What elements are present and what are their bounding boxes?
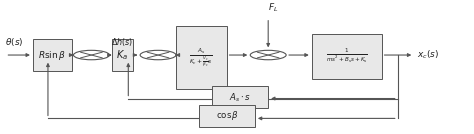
Text: $K_a$: $K_a$ xyxy=(116,48,128,62)
Text: $x_c(s)$: $x_c(s)$ xyxy=(417,49,439,61)
Text: $\theta(s)$: $\theta(s)$ xyxy=(5,36,24,48)
Circle shape xyxy=(140,50,176,60)
FancyBboxPatch shape xyxy=(312,34,382,79)
FancyBboxPatch shape xyxy=(212,86,268,108)
FancyBboxPatch shape xyxy=(33,39,72,71)
Text: $F_L$: $F_L$ xyxy=(268,1,278,14)
Circle shape xyxy=(73,50,109,60)
FancyBboxPatch shape xyxy=(112,39,133,71)
Text: $A_s\cdot s$: $A_s\cdot s$ xyxy=(229,91,251,104)
Text: $\frac{A_s}{K_c+\frac{V_c}{\beta_c}s}$: $\frac{A_s}{K_c+\frac{V_c}{\beta_c}s}$ xyxy=(189,46,213,69)
FancyBboxPatch shape xyxy=(175,26,227,89)
Text: $\Delta h(s)$: $\Delta h(s)$ xyxy=(111,36,134,48)
FancyBboxPatch shape xyxy=(199,105,255,127)
Text: $\frac{1}{ms^2+B_s s+K_s}$: $\frac{1}{ms^2+B_s s+K_s}$ xyxy=(326,47,368,65)
Text: $R\sin\beta$: $R\sin\beta$ xyxy=(38,49,66,62)
Text: $\cos\beta$: $\cos\beta$ xyxy=(216,109,238,122)
Circle shape xyxy=(250,50,286,60)
